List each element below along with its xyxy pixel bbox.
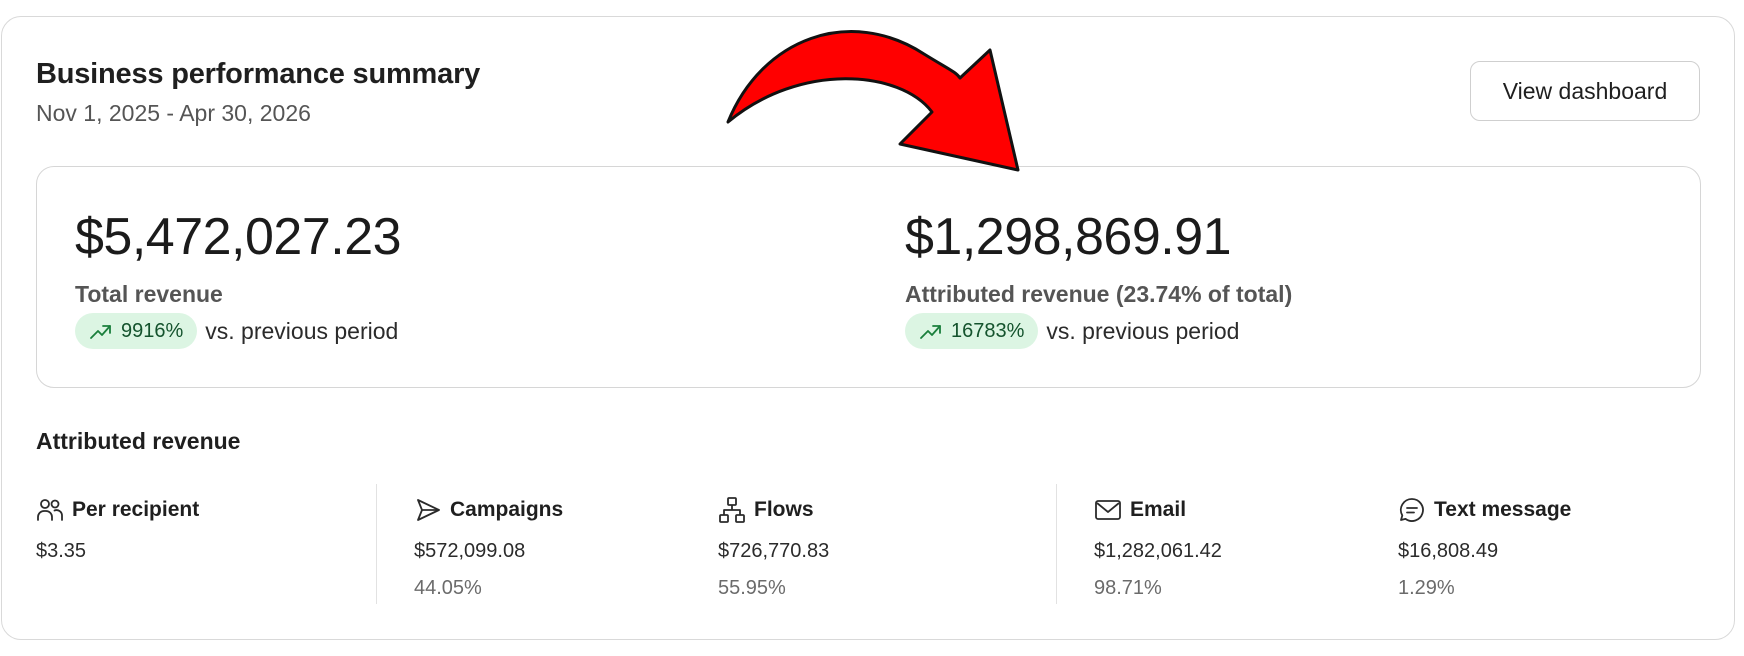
annotation-arrow-icon [726,30,1020,172]
stat-value: $1,282,061.42 [1094,540,1222,562]
stat-label: Campaigns [450,498,564,521]
attributed-revenue-amount: $1,298,869.91 [905,208,1232,266]
stat-value: $3.35 [36,540,87,562]
column-divider [376,484,377,604]
attributed-revenue-change: 16783% vs. previous period [905,313,1239,349]
stat-label: Flows [754,498,814,521]
stat-label: Email [1130,498,1187,521]
stat-email: Email $1,282,061.42 98.71% [1094,496,1222,600]
chat-icon [1399,498,1424,522]
view-dashboard-button[interactable]: View dashboard [1470,61,1700,121]
change-percent: 16783% [951,319,1025,342]
stat-value: $572,099.08 [414,540,526,562]
change-percent: 9916% [121,319,184,342]
stat-campaigns: Campaigns $572,099.08 44.05% [414,496,563,600]
column-divider [1056,484,1057,604]
date-range: Nov 1, 2025 - Apr 30, 2026 [36,100,311,126]
stat-percent: 55.95% [718,577,786,599]
stat-text-message: Text message $16,808.49 1.29% [1398,496,1571,600]
send-icon [417,499,440,521]
total-revenue-amount: $5,472,027.23 [75,208,402,266]
mail-icon [1095,500,1121,520]
stat-header: Per recipient [36,496,199,524]
revenue-summary-box: $5,472,027.23 Total revenue 9916% vs. pr… [36,166,1701,388]
stat-label: Per recipient [72,498,200,521]
total-revenue-label: Total revenue [75,281,223,307]
stat-percent: 1.29% [1398,577,1455,599]
stat-percent: 44.05% [414,577,482,599]
performance-summary-card [1,16,1735,640]
people-icon [37,499,63,521]
stat-value: $726,770.83 [718,540,830,562]
change-badge: 9916% [75,313,198,349]
stat-label: Text message [1434,498,1572,521]
trend-up-icon [90,325,111,339]
stat-percent: 98.71% [1094,577,1162,599]
trend-up-icon [920,325,941,339]
stat-header: Campaigns [414,496,563,524]
total-revenue-change: 9916% vs. previous period [75,313,398,349]
stat-value: $16,808.49 [1398,540,1499,562]
comparison-text: vs. previous period [205,317,399,344]
stat-header: Text message [1398,496,1571,524]
change-badge: 16783% [905,313,1039,349]
comparison-text: vs. previous period [1046,317,1240,344]
stat-header: Flows [718,496,829,524]
attributed-revenue-heading: Attributed revenue [36,428,241,454]
page-title: Business performance summary [36,58,481,90]
flow-icon [719,497,745,523]
stat-per-recipient: Per recipient $3.35 [36,496,199,563]
stat-flows: Flows $726,770.83 55.95% [718,496,829,600]
stat-header: Email [1094,496,1222,524]
attributed-revenue-label: Attributed revenue (23.74% of total) [905,281,1293,307]
